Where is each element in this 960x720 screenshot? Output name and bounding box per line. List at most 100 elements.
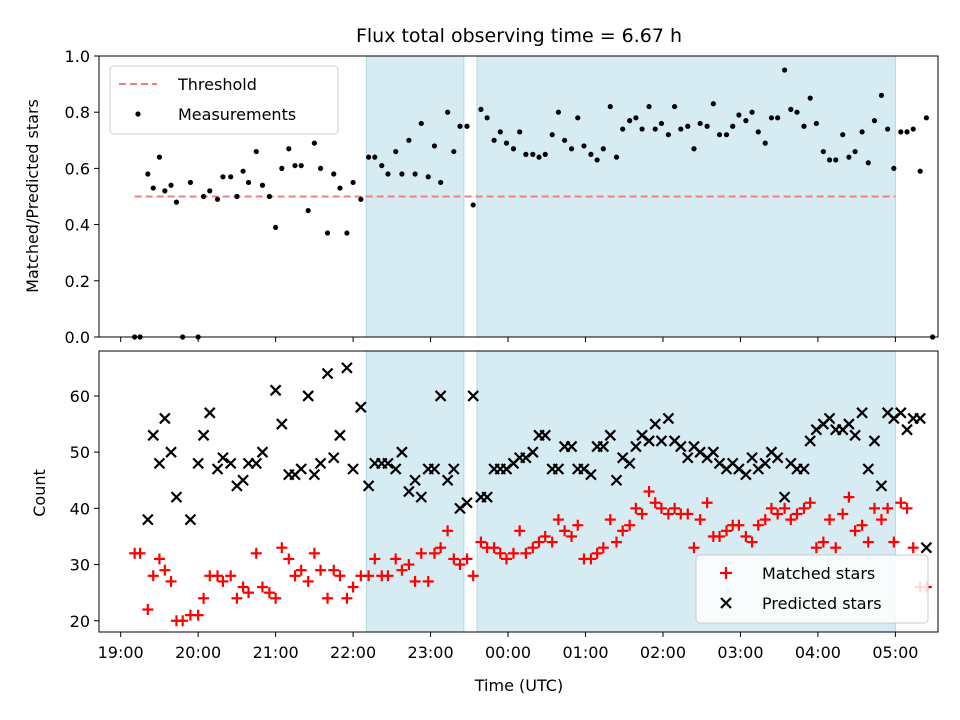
- predicted-marker-b: [881, 407, 894, 419]
- bottom-xtick-label: 02:00: [640, 643, 686, 662]
- predicted-star-point: [147, 429, 160, 442]
- predicted-marker-b: [539, 429, 552, 442]
- predicted-star-point: [250, 457, 263, 470]
- measurement-point: [788, 106, 794, 112]
- predicted-marker-b: [868, 435, 881, 447]
- measurement-point: [503, 140, 510, 146]
- predicted-marker-b: [655, 435, 668, 447]
- observing-interval-1: [366, 351, 464, 632]
- measurement-point: [549, 132, 555, 138]
- matched-star-point: [415, 547, 427, 559]
- matched-star-point: [856, 519, 868, 531]
- measurement-point: [898, 129, 904, 135]
- predicted-marker-b: [798, 463, 810, 475]
- predicted-star-point: [539, 429, 552, 442]
- matched-star-point: [617, 525, 629, 537]
- predicted-star-point: [862, 463, 875, 475]
- matched-star-point: [740, 530, 752, 542]
- matched-star-point: [817, 536, 829, 548]
- predicted-star-point: [308, 468, 321, 481]
- measurement-point: [542, 151, 548, 157]
- predicted-marker-b: [675, 440, 687, 453]
- matched-star-point: [494, 547, 506, 559]
- predicted-star-point: [314, 457, 327, 470]
- predicted-star-point: [441, 474, 454, 487]
- measurement-point: [530, 151, 536, 157]
- matched-star-point: [765, 502, 777, 514]
- bottom-xtick-label: 21:00: [253, 643, 299, 662]
- predicted-star-point: [746, 452, 758, 464]
- matched-star-point: [882, 502, 894, 514]
- predicted-star-point: [843, 418, 855, 430]
- measurement-point: [497, 129, 503, 135]
- predicted-star-point: [914, 412, 926, 425]
- matched-star-point: [888, 536, 900, 548]
- predicted-star-point: [159, 412, 171, 425]
- matched-star-point: [591, 547, 603, 559]
- predicted-marker-b: [597, 440, 610, 453]
- matched-star-point: [467, 570, 479, 582]
- matched-star-point: [714, 530, 726, 542]
- bottom-xtick-label: 05:00: [872, 643, 918, 662]
- matched-star-point: [630, 502, 642, 514]
- predicted-star-point: [327, 452, 340, 464]
- matched-star-point: [461, 553, 473, 565]
- predicted-marker-b: [681, 452, 694, 464]
- predicted-star-point: [355, 401, 367, 413]
- matched-star-point: [624, 519, 636, 531]
- predicted-marker-b: [733, 463, 745, 475]
- predicted-marker-b: [448, 463, 460, 475]
- measurement-point: [245, 179, 252, 186]
- top-axes-frame: [98, 55, 939, 338]
- matched-star-point: [212, 570, 224, 582]
- measurement-point: [697, 120, 703, 127]
- measurement-point: [846, 154, 852, 160]
- measurement-point: [292, 162, 298, 169]
- measurement-point: [418, 120, 424, 127]
- predicted-marker-b: [441, 474, 454, 487]
- matched-star-point: [791, 508, 803, 520]
- matched-star-point: [225, 570, 237, 582]
- measurement-point: [372, 154, 378, 160]
- measurement-point: [393, 148, 399, 155]
- matched-star-point: [533, 536, 545, 548]
- predicted-star-point: [849, 429, 861, 442]
- matched-star-point: [396, 564, 408, 576]
- matched-star-point: [546, 536, 558, 548]
- matched-star-point: [604, 514, 616, 526]
- measurement-point: [665, 132, 672, 138]
- matched-star-point: [363, 570, 375, 582]
- predicted-marker-b: [409, 474, 421, 487]
- predicted-marker-b: [843, 418, 855, 430]
- measurement-point: [749, 109, 755, 115]
- measurement-point: [240, 168, 246, 174]
- legend-matched-label: Matched stars: [762, 564, 875, 583]
- bottom-legend: Matched stars Predicted stars: [695, 554, 929, 624]
- measurement-point: [484, 115, 490, 121]
- matched-star-point: [328, 564, 340, 576]
- predicted-star-point: [675, 440, 687, 453]
- measurement-point: [561, 137, 568, 143]
- matched-star-point: [655, 502, 667, 514]
- matched-star-point: [895, 497, 907, 509]
- predicted-star-point: [295, 463, 307, 475]
- legend-threshold-label: Threshold: [177, 75, 257, 94]
- top-ytick-label: 1.0: [65, 47, 90, 66]
- predicted-star-point: [302, 390, 314, 402]
- matched-star-point: [192, 609, 204, 621]
- matched-star-point: [289, 570, 301, 582]
- measurement-point: [646, 103, 652, 110]
- measurement-point: [755, 129, 761, 135]
- measurement-point: [775, 115, 781, 121]
- matched-star-point: [295, 564, 307, 576]
- top-legend-box: [109, 65, 339, 135]
- measurement-point: [273, 224, 279, 231]
- measurement-point: [451, 148, 457, 155]
- predicted-marker-b: [434, 390, 447, 402]
- matched-star-point: [566, 530, 578, 542]
- measurement-point: [794, 109, 800, 115]
- predicted-star-point: [901, 423, 913, 436]
- predicted-marker-b: [403, 485, 415, 498]
- predicted-marker-b: [415, 491, 428, 503]
- predicted-marker-b: [713, 457, 726, 470]
